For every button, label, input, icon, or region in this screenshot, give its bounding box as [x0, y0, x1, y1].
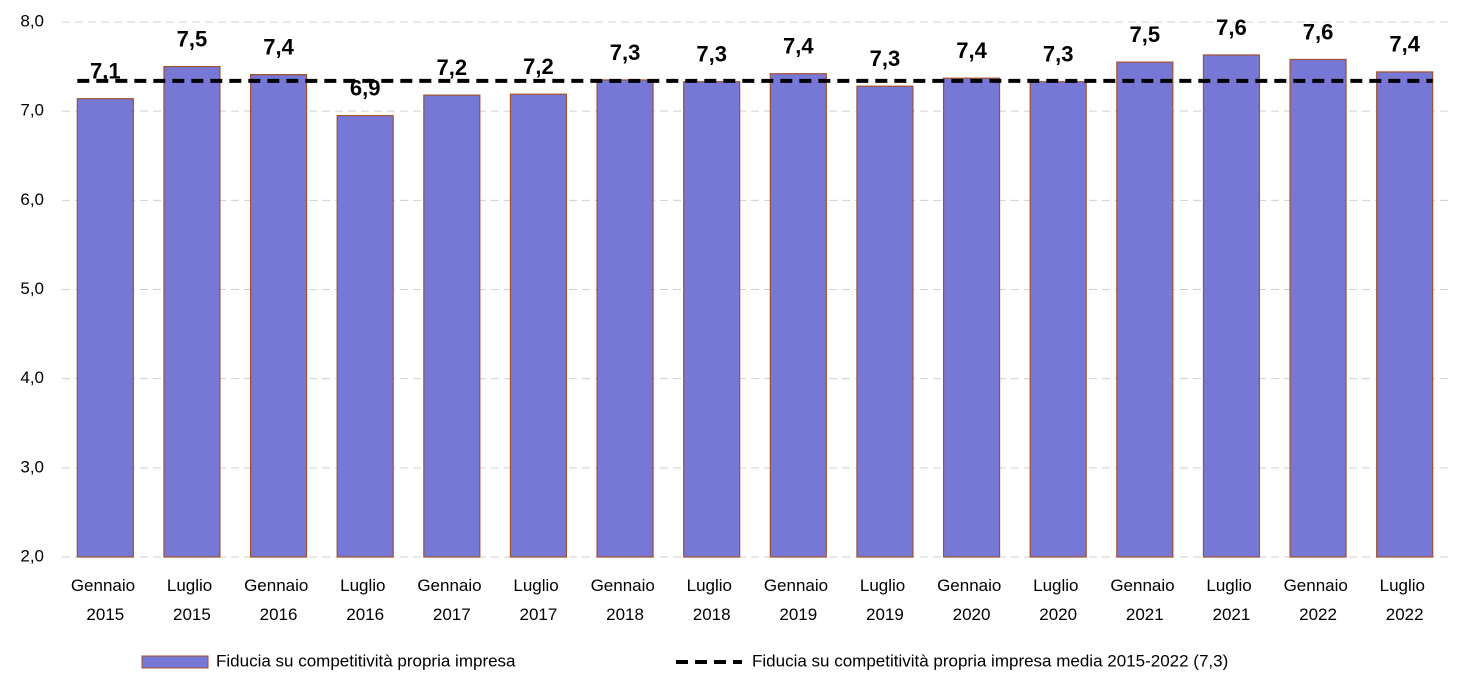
value-label: 7,3	[696, 42, 727, 67]
x-tick-label: Gennaio 2015	[71, 576, 140, 624]
y-tick-label: 6,0	[20, 190, 44, 209]
x-tick-label: Luglio 2017	[513, 576, 563, 624]
value-label: 7,2	[437, 55, 468, 80]
value-label: 7,3	[1043, 42, 1074, 67]
value-label: 7,5	[177, 26, 208, 51]
y-tick-label: 4,0	[20, 368, 44, 387]
legend-label: Fiducia su competitività propria impresa	[216, 651, 516, 670]
value-label: 7,4	[263, 34, 294, 59]
bar	[856, 85, 914, 558]
value-label: 7,5	[1130, 22, 1161, 47]
x-tick-label: Gennaio 2022	[1284, 576, 1353, 624]
y-tick-label: 5,0	[20, 279, 44, 298]
x-tick-label: Luglio 2021	[1206, 576, 1256, 624]
value-label: 7,6	[1216, 15, 1247, 40]
x-tick-label: Gennaio 2021	[1110, 576, 1179, 624]
value-label: 7,4	[1389, 32, 1420, 57]
bar	[249, 74, 308, 558]
bar	[1289, 58, 1347, 558]
value-label: 7,3	[870, 46, 901, 71]
legend-label: Fiducia su competitività propria impresa…	[752, 651, 1228, 670]
bar	[1202, 54, 1261, 558]
x-tick-label: Luglio 2016	[340, 576, 390, 624]
bar	[336, 115, 394, 558]
value-label: 7,2	[523, 54, 554, 79]
y-tick-label: 3,0	[20, 457, 44, 476]
x-tick-label: Gennaio 2016	[244, 576, 313, 624]
x-tick-label: Gennaio 2020	[937, 576, 1006, 624]
x-tick-label: Luglio 2015	[167, 576, 217, 624]
value-label: 7,1	[90, 58, 121, 83]
x-tick-label: Luglio 2022	[1380, 576, 1430, 624]
x-tick-label: Gennaio 2017	[417, 576, 486, 624]
bar	[423, 94, 481, 558]
value-label: 7,4	[783, 34, 814, 59]
legend-swatch	[141, 655, 209, 669]
bar	[942, 77, 1001, 558]
x-tick-label: Luglio 2018	[687, 576, 737, 624]
value-label: 7,3	[610, 40, 641, 65]
bar	[1376, 71, 1434, 558]
x-tick-label: Luglio 2020	[1033, 576, 1083, 624]
value-label: 7,6	[1303, 19, 1334, 44]
bar	[769, 73, 827, 558]
y-tick-label: 7,0	[20, 101, 44, 120]
bar	[1029, 81, 1087, 558]
x-tick-label: Luglio 2019	[860, 576, 910, 624]
value-label: 7,4	[956, 38, 987, 63]
bar	[509, 93, 568, 558]
x-tick-label: Gennaio 2018	[591, 576, 660, 624]
y-tick-label: 2,0	[20, 546, 44, 565]
value-label: 6,9	[350, 75, 381, 100]
bar	[163, 65, 221, 558]
bar	[596, 79, 654, 558]
bar	[76, 98, 134, 558]
bar	[1116, 61, 1174, 558]
x-tick-label: Gennaio 2019	[764, 576, 833, 624]
y-tick-label: 8,0	[20, 11, 44, 30]
bar	[683, 81, 741, 558]
